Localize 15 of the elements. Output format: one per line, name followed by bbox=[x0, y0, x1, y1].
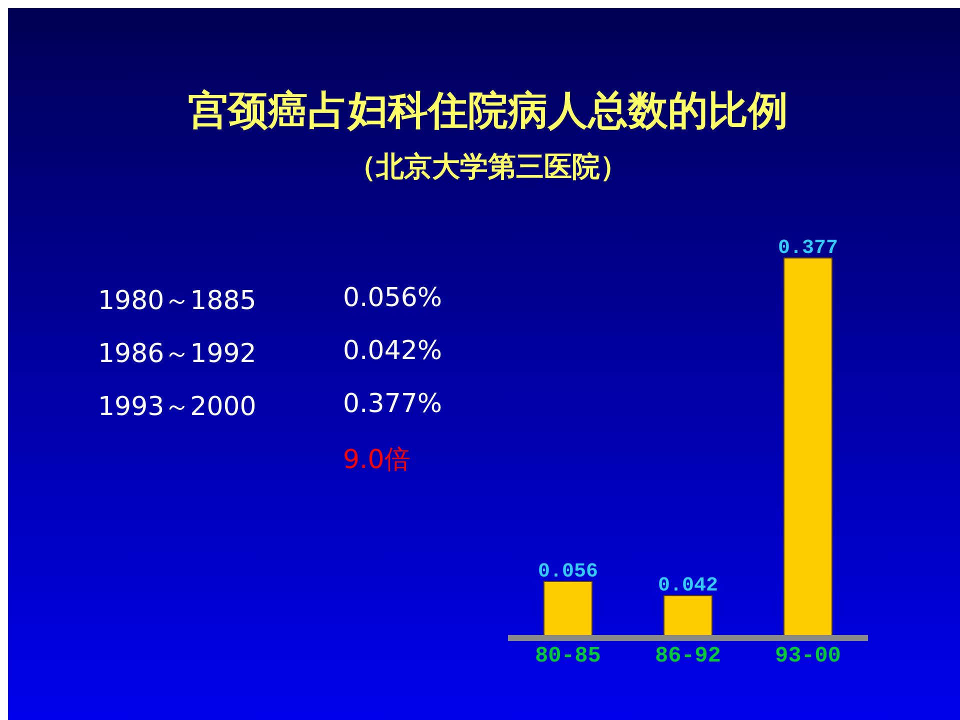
text: 1993～2000 bbox=[98, 391, 258, 424]
data-label: 0.042 bbox=[658, 574, 718, 598]
text: 0.042% bbox=[343, 336, 444, 368]
text: 1980～1885 bbox=[98, 285, 258, 318]
chart-title: 宫颈癌占妇科住院病人总数的比例 bbox=[187, 87, 789, 136]
x-tick-label: 80-85 bbox=[534, 644, 602, 669]
text: 0.056% bbox=[343, 283, 444, 315]
x-tick-label: 93-00 bbox=[774, 644, 842, 669]
chart-subtitle: （北京大学第三医院） bbox=[347, 149, 629, 185]
x-tick-label: 86-92 bbox=[654, 644, 722, 669]
text: 9.0倍 bbox=[343, 444, 412, 477]
text: 1986～1992 bbox=[98, 338, 258, 371]
data-label: 0.056 bbox=[538, 560, 598, 584]
text: 0.377% bbox=[343, 389, 444, 421]
data-label: 0.377 bbox=[778, 237, 838, 260]
